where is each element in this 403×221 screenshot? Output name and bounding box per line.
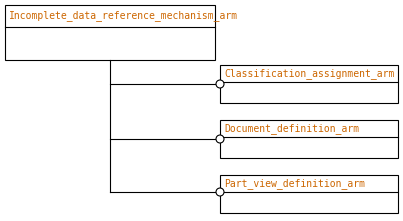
Circle shape	[216, 135, 224, 143]
Bar	[220, 175, 398, 213]
Bar	[220, 120, 398, 158]
Circle shape	[216, 80, 224, 88]
Circle shape	[216, 188, 224, 196]
Bar	[220, 65, 398, 103]
Bar	[5, 5, 215, 60]
Text: Part_view_definition_arm: Part_view_definition_arm	[224, 178, 365, 189]
Text: Document_definition_arm: Document_definition_arm	[224, 123, 359, 134]
Text: Incomplete_data_reference_mechanism_arm: Incomplete_data_reference_mechanism_arm	[9, 11, 238, 21]
Text: Classification_assignment_arm: Classification_assignment_arm	[224, 68, 395, 79]
